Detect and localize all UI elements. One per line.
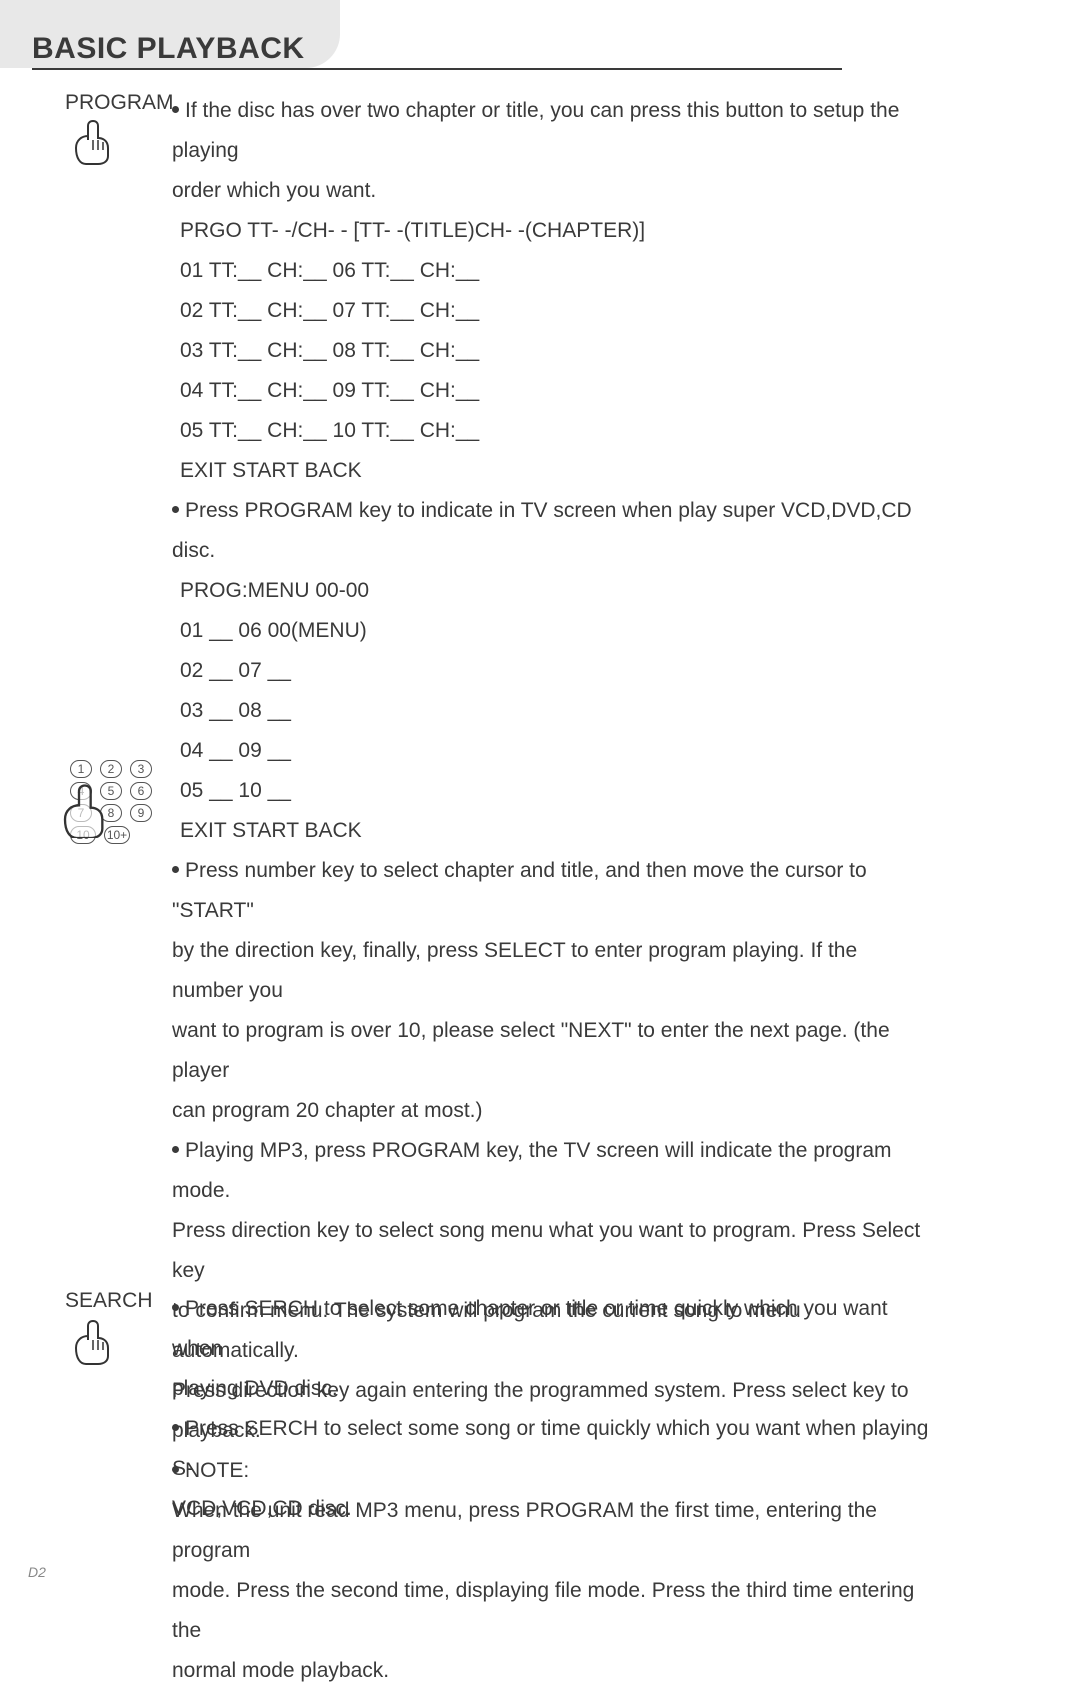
program-bullet-3: Press number key to select chapter and t…	[172, 851, 932, 931]
text: by the direction key, finally, press SEL…	[172, 931, 932, 1011]
screen1-row: 05 TT:__ CH:__ 10 TT:__ CH:__	[172, 411, 932, 451]
screen2-row: 05 __ 10 __	[172, 771, 932, 811]
screen1-row: 01 TT:__ CH:__ 06 TT:__ CH:__	[172, 251, 932, 291]
text: Press SERCH to select some song or time …	[172, 1417, 929, 1480]
note-text: mode. Press the second time, displaying …	[172, 1571, 932, 1651]
title-underline	[32, 68, 842, 70]
keypad-illustration: 1 2 3 4 5 6 7 8 9 10 10+	[70, 760, 162, 848]
keypad-key: 7	[70, 804, 92, 822]
screen1-header: PRGO TT- -/CH- - [TT- -(TITLE)CH- -(CHAP…	[172, 211, 932, 251]
screen1-row: 04 TT:__ CH:__ 09 TT:__ CH:__	[172, 371, 932, 411]
keypad-key: 4	[70, 782, 92, 800]
program-label: PROGRAM	[65, 91, 174, 115]
program-screen-1: PRGO TT- -/CH- - [TT- -(TITLE)CH- -(CHAP…	[172, 211, 932, 491]
text: Press number key to select chapter and t…	[172, 859, 867, 922]
text: want to program is over 10, please selec…	[172, 1011, 932, 1091]
text: playing DVD disc.	[172, 1369, 932, 1409]
bullet-icon	[172, 1424, 179, 1431]
search-bullet-1: Press SERCH to select some chapter or ti…	[172, 1289, 932, 1369]
text: can program 20 chapter at most.)	[172, 1091, 932, 1131]
bullet-icon	[172, 1304, 179, 1311]
text: Press SERCH to select some chapter or ti…	[172, 1297, 888, 1360]
text: Press PROGRAM key to indicate in TV scre…	[172, 499, 912, 562]
keypad-key: 9	[130, 804, 152, 822]
bullet-icon	[172, 506, 179, 513]
screen2-row: 01 __ 06 00(MENU)	[172, 611, 932, 651]
bullet-icon	[172, 1146, 179, 1153]
keypad-key: 10	[70, 826, 96, 844]
keypad-key: 6	[130, 782, 152, 800]
screen1-row: 02 TT:__ CH:__ 07 TT:__ CH:__	[172, 291, 932, 331]
text: VCD,VCD,CD disc.	[172, 1489, 932, 1529]
keypad-key: 1	[70, 760, 92, 778]
screen2-header: PROG:MENU 00-00	[172, 571, 932, 611]
page-title: BASIC PLAYBACK	[32, 32, 305, 66]
program-bullet-4: Playing MP3, press PROGRAM key, the TV s…	[172, 1131, 932, 1211]
page-number: D2	[28, 1564, 46, 1580]
note-text: normal mode playback.	[172, 1651, 932, 1691]
screen2-footer: EXIT START BACK	[172, 811, 932, 851]
search-label: SEARCH	[65, 1289, 153, 1313]
keypad-key: 8	[100, 804, 122, 822]
keypad-key: 10+	[104, 826, 130, 844]
text: Playing MP3, press PROGRAM key, the TV s…	[172, 1139, 892, 1202]
screen1-row: 03 TT:__ CH:__ 08 TT:__ CH:__	[172, 331, 932, 371]
keypad-key: 3	[130, 760, 152, 778]
keypad-key: 5	[100, 782, 122, 800]
bullet-icon	[172, 106, 179, 113]
program-bullet-1b: order which you want.	[172, 171, 932, 211]
program-screen-2: PROG:MENU 00-00 01 __ 06 00(MENU) 02 __ …	[172, 571, 932, 851]
program-bullet-2: Press PROGRAM key to indicate in TV scre…	[172, 491, 932, 571]
screen1-footer: EXIT START BACK	[172, 451, 932, 491]
text: If the disc has over two chapter or titl…	[172, 99, 899, 162]
screen2-row: 02 __ 07 __	[172, 651, 932, 691]
screen2-row: 03 __ 08 __	[172, 691, 932, 731]
screen2-row: 04 __ 09 __	[172, 731, 932, 771]
program-bullet-1: If the disc has over two chapter or titl…	[172, 91, 932, 171]
search-content: Press SERCH to select some chapter or ti…	[172, 1289, 932, 1529]
pointing-hand-icon	[68, 1318, 116, 1366]
keypad-key: 2	[100, 760, 122, 778]
pointing-hand-icon	[68, 118, 116, 166]
search-bullet-2: Press SERCH to select some song or time …	[172, 1409, 932, 1489]
bullet-icon	[172, 866, 179, 873]
text: Press direction key to select song menu …	[172, 1211, 932, 1291]
